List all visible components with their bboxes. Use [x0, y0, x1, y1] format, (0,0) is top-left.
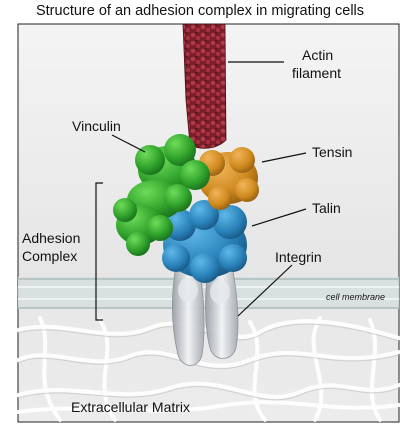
integrin-leader-line [237, 264, 293, 317]
vinculin-label: Vinculin [72, 118, 121, 134]
adhesion-complex-bracket [95, 182, 103, 321]
tensin-protein [198, 147, 259, 210]
actin-label-line1: Actin [302, 47, 333, 63]
diagram-title: Structure of an adhesion complex in migr… [35, 3, 365, 19]
vinculin-protein [113, 134, 210, 256]
cell-membrane-label: cell membrane [326, 292, 385, 302]
adhesion-complex-label-line1: Adhesion [22, 230, 80, 246]
integrin-protein [171, 264, 239, 366]
vinculin-leader-line [111, 134, 146, 153]
extracellular-matrix-label: Extracellular Matrix [71, 399, 190, 415]
tensin-label: Tensin [312, 144, 352, 160]
talin-leader-line [251, 208, 307, 227]
talin-label: Talin [312, 200, 341, 216]
integrin-label: Integrin [275, 249, 322, 265]
extracellular-matrix-fibers [16, 316, 400, 422]
actin-filament [182, 23, 227, 149]
tensin-leader-line [261, 152, 307, 163]
adhesion-complex-label-line2: Complex [22, 248, 77, 264]
actin-label-line2: filament [292, 65, 341, 81]
